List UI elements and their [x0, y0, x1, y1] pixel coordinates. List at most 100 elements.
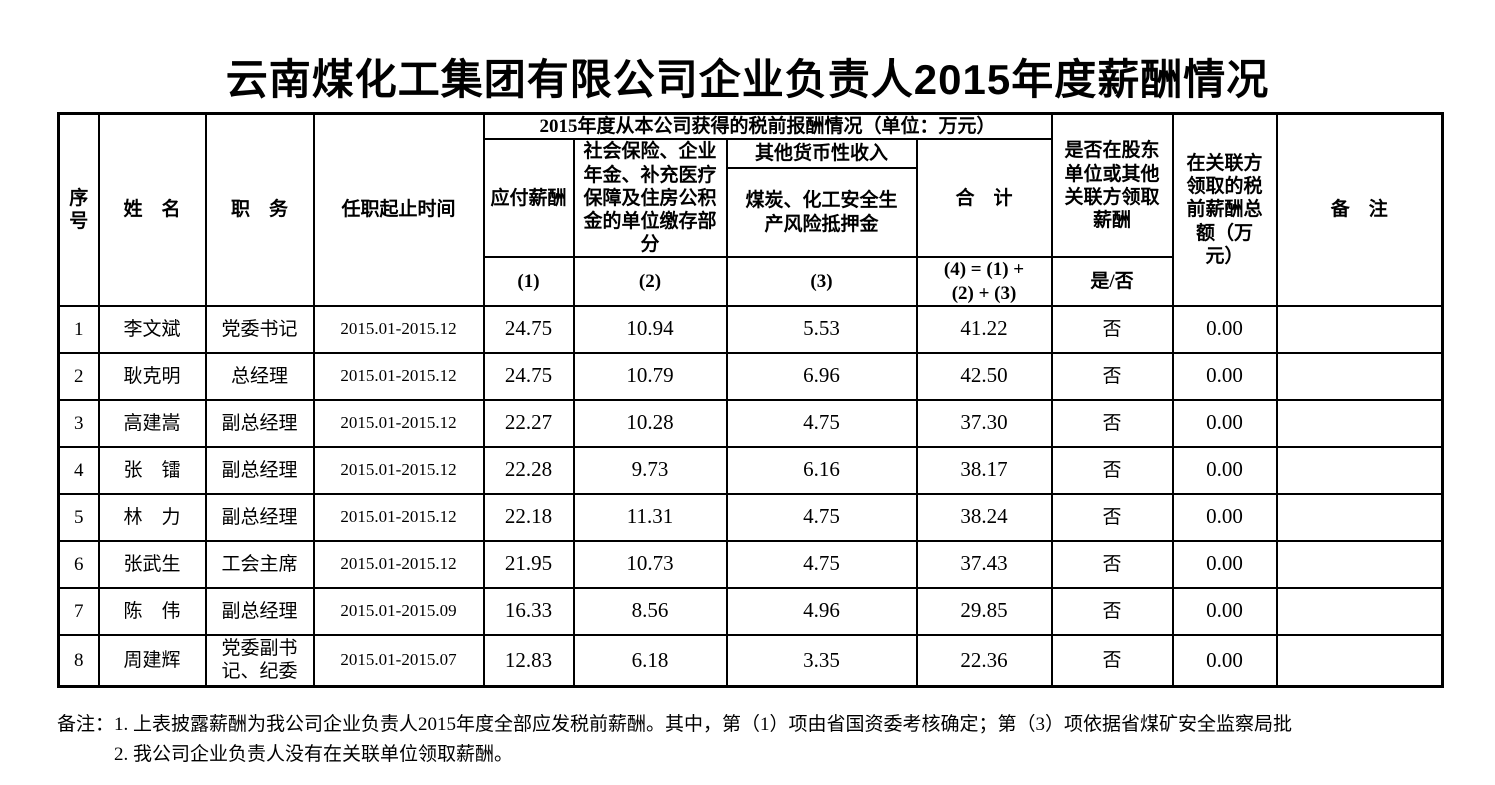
- cell-term: 2015.01-2015.12: [312, 398, 485, 448]
- page-title: 云南煤化工集团有限公司企业负责人2015年度薪酬情况: [225, 56, 1270, 103]
- table-row: 5 林 力 副总经理 2015.01-2015.12 22.18 11.31 4…: [57, 492, 1444, 542]
- cell-payable: 16.33: [482, 586, 575, 636]
- cell-social: 11.31: [572, 492, 728, 542]
- cell-related: 否: [1050, 633, 1174, 688]
- cell-no: 8: [57, 633, 100, 688]
- cell-deposit: 4.75: [725, 492, 918, 542]
- cell-related-amount: 0.00: [1171, 445, 1278, 495]
- cell-remark: [1275, 445, 1444, 495]
- cell-related-amount: 0.00: [1171, 586, 1278, 636]
- cell-related: 否: [1050, 351, 1174, 401]
- cell-no: 3: [57, 398, 100, 448]
- cell-name: 林 力: [97, 492, 207, 542]
- header-sub-1: (1): [482, 256, 575, 307]
- cell-term: 2015.01-2015.12: [312, 539, 485, 589]
- header-no: 序号: [57, 112, 100, 307]
- cell-name: 高建嵩: [97, 398, 207, 448]
- cell-no: 2: [57, 351, 100, 401]
- cell-term: 2015.01-2015.12: [312, 445, 485, 495]
- footnotes-body: 1. 上表披露薪酬为我公司企业负责人2015年度全部应发税前薪酬。其中，第（1）…: [114, 710, 1495, 770]
- cell-deposit: 4.75: [725, 539, 918, 589]
- cell-total: 42.50: [915, 351, 1053, 401]
- cell-payable: 24.75: [482, 351, 575, 401]
- cell-no: 6: [57, 539, 100, 589]
- cell-remark: [1275, 586, 1444, 636]
- cell-remark: [1275, 633, 1444, 688]
- table-row: 7 陈 伟 副总经理 2015.01-2015.09 16.33 8.56 4.…: [57, 586, 1444, 636]
- cell-related-amount: 0.00: [1171, 492, 1278, 542]
- cell-deposit: 3.35: [725, 633, 918, 688]
- header-sub-3: (3): [725, 256, 918, 307]
- footnote-line-1: 1. 上表披露薪酬为我公司企业负责人2015年度全部应发税前薪酬。其中，第（1）…: [114, 714, 1293, 736]
- cell-related-amount: 0.00: [1171, 398, 1278, 448]
- cell-position: 副总经理: [204, 398, 315, 448]
- cell-related-amount: 0.00: [1171, 304, 1278, 354]
- header-payable: 应付薪酬: [482, 138, 575, 259]
- cell-related: 否: [1050, 445, 1174, 495]
- header-banner-text: 2015年度从本公司获得的税前报酬情况（单位：万元）: [539, 116, 996, 138]
- cell-no: 1: [57, 304, 100, 354]
- cell-name: 张武生: [97, 539, 207, 589]
- cell-no: 4: [57, 445, 100, 495]
- cell-social: 8.56: [572, 586, 728, 636]
- cell-position: 副总经理: [204, 445, 315, 495]
- cell-name: 耿克明: [97, 351, 207, 401]
- cell-name: 张 镭: [97, 445, 207, 495]
- header-position: 职 务: [204, 112, 315, 307]
- header-total: 合 计: [915, 138, 1053, 259]
- header-sub-2: (2): [572, 256, 728, 307]
- cell-related: 否: [1050, 539, 1174, 589]
- table-row: 6 张武生 工会主席 2015.01-2015.12 21.95 10.73 4…: [57, 539, 1444, 589]
- cell-total: 37.30: [915, 398, 1053, 448]
- cell-social: 10.94: [572, 304, 728, 354]
- header-related: 是否在股东 单位或其他 关联方领取 薪酬: [1050, 112, 1174, 259]
- cell-social: 10.79: [572, 351, 728, 401]
- header-row-4: (1) (2) (3) (4) = (1) + (2) + (3) 是/否: [59, 256, 1443, 307]
- cell-related-amount: 0.00: [1171, 633, 1278, 688]
- cell-related: 否: [1050, 398, 1174, 448]
- header-remark: 备 注: [1275, 112, 1444, 307]
- cell-social: 10.28: [572, 398, 728, 448]
- cell-deposit: 6.16: [725, 445, 918, 495]
- header-sub-yesno: 是/否: [1050, 256, 1174, 307]
- footnotes-label: 备注：: [57, 714, 115, 736]
- salary-table: 序号 姓 名 职 务 任职起止时间 2015年度从本公司获得的税前报酬情况（单位…: [57, 112, 1445, 689]
- cell-no: 7: [57, 586, 100, 636]
- cell-social: 10.73: [572, 539, 728, 589]
- cell-deposit: 5.53: [725, 304, 918, 354]
- cell-position: 党委书记: [204, 304, 315, 354]
- cell-social: 6.18: [572, 633, 728, 688]
- cell-term: 2015.01-2015.12: [312, 351, 485, 401]
- cell-remark: [1275, 539, 1444, 589]
- cell-position: 工会主席: [204, 539, 315, 589]
- cell-name: 陈 伟: [97, 586, 207, 636]
- cell-payable: 22.27: [482, 398, 575, 448]
- cell-remark: [1275, 304, 1444, 354]
- cell-term: 2015.01-2015.12: [312, 304, 485, 354]
- cell-related-amount: 0.00: [1171, 351, 1278, 401]
- cell-remark: [1275, 398, 1444, 448]
- header-other-income: 其他货币性收入: [725, 138, 918, 169]
- cell-total: 38.17: [915, 445, 1053, 495]
- cell-social: 9.73: [572, 445, 728, 495]
- cell-position: 副总经理: [204, 586, 315, 636]
- header-name: 姓 名: [97, 112, 207, 307]
- header-deposit: 煤炭、化工安全生 产风险抵押金: [725, 166, 918, 259]
- cell-term: 2015.01-2015.12: [312, 492, 485, 542]
- cell-related-amount: 0.00: [1171, 539, 1278, 589]
- cell-term: 2015.01-2015.07: [312, 633, 485, 688]
- header-term: 任职起止时间: [312, 112, 485, 307]
- cell-total: 22.36: [915, 633, 1053, 688]
- cell-deposit: 4.75: [725, 398, 918, 448]
- cell-deposit: 4.96: [725, 586, 918, 636]
- cell-related: 否: [1050, 304, 1174, 354]
- table-row: 1 李文斌 党委书记 2015.01-2015.12 24.75 10.94 5…: [57, 304, 1444, 354]
- cell-name: 李文斌: [97, 304, 207, 354]
- cell-no: 5: [57, 492, 100, 542]
- cell-remark: [1275, 492, 1444, 542]
- cell-payable: 12.83: [482, 633, 575, 688]
- cell-name: 周建辉: [97, 633, 207, 688]
- cell-payable: 22.18: [482, 492, 575, 542]
- table-row: 3 高建嵩 副总经理 2015.01-2015.12 22.27 10.28 4…: [57, 398, 1444, 448]
